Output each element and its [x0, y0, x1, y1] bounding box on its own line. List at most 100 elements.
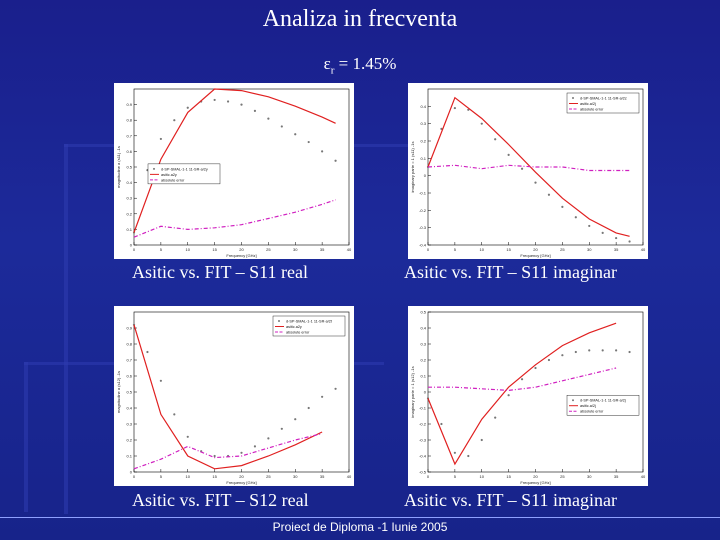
asitic-data-point — [494, 138, 497, 141]
legend-label: asitic.a/2j — [580, 404, 596, 408]
x-tick-label: 0 — [133, 247, 136, 252]
y-tick-label: 0.1 — [420, 156, 426, 161]
asitic-data-point — [253, 109, 257, 112]
caption-s12-real: Asitic vs. FIT – S12 real — [132, 490, 309, 510]
asitic-data-point — [615, 349, 618, 352]
asitic-data-point — [294, 418, 297, 421]
legend-marker-asitic — [572, 399, 574, 402]
epsilon-symbol: ε — [323, 54, 331, 73]
asitic-data-point — [507, 394, 510, 397]
y-tick-label: 0.3 — [420, 121, 426, 126]
fit-series-line — [133, 324, 323, 470]
y-tick-label: -0.1 — [419, 191, 427, 196]
y-tick-label: -0.2 — [419, 208, 427, 213]
x-tick-label: 10 — [186, 247, 191, 252]
x-tick-label: 20 — [533, 247, 538, 252]
x-tick-label: 30 — [293, 247, 298, 252]
decor-bar-3 — [24, 362, 28, 512]
y-tick-label: -0.3 — [419, 225, 427, 230]
x-tick-label: 15 — [212, 474, 217, 479]
plot-s12-real: 0 5 10 15 20 25 30 35 40 0 0.1 0.2 0.3 0.4 0.5 0.6 0.7 0.… — [114, 306, 354, 486]
asitic-data-point — [588, 349, 591, 352]
asitic-data-point — [574, 216, 577, 219]
caption-s11-imag: Asitic vs. FIT – S11 imaginar — [404, 262, 617, 282]
asitic-data-point — [520, 167, 524, 170]
asitic-data-point — [507, 153, 510, 156]
y-tick-label: 0 — [424, 390, 427, 395]
fit-series-line — [133, 88, 336, 233]
plot-s11-imag-2: 0 5 10 15 20 25 30 35 40 -0.5 -0.4 -0.3 -0.2 -0.1 0 0.1… — [408, 306, 648, 486]
x-tick-label: 20 — [533, 474, 538, 479]
asitic-data-point — [186, 435, 189, 438]
x-tick-label: 0 — [133, 474, 136, 479]
asitic-data-point — [321, 150, 324, 153]
x-tick-label: 0 — [427, 474, 430, 479]
y-axis-label: magnitudine a (s12) -1s — [116, 371, 121, 413]
asitic-data-point — [615, 236, 618, 240]
x-tick-label: 35 — [614, 247, 619, 252]
y-tick-label: 0.3 — [126, 196, 132, 201]
asitic-data-point — [186, 106, 189, 109]
asitic-data-point — [240, 451, 243, 454]
x-tick-label: 15 — [506, 474, 511, 479]
error-series-line — [133, 199, 336, 238]
x-tick-label: 25 — [266, 474, 271, 479]
x-axis-label: Frequency [GHz] — [226, 253, 256, 258]
y-tick-label: 0.3 — [126, 422, 132, 427]
x-tick-label: 15 — [506, 247, 511, 252]
x-tick-label: 30 — [587, 247, 592, 252]
asitic-data-point — [601, 231, 604, 234]
asitic-data-point — [561, 205, 564, 208]
asitic-data-point — [334, 159, 337, 162]
x-tick-label: 5 — [160, 474, 163, 479]
epsilon-subscript: r — [330, 64, 335, 77]
x-tick-label: 5 — [454, 474, 457, 479]
y-tick-label: -0.2 — [419, 422, 427, 427]
plot-frame — [427, 311, 644, 473]
legend-label: absolute error — [580, 410, 604, 414]
y-tick-label: 0.7 — [126, 133, 132, 138]
x-tick-label: 5 — [454, 247, 457, 252]
x-tick-label: 40 — [347, 247, 352, 252]
asitic-data-point — [146, 350, 149, 354]
x-tick-label: 25 — [266, 247, 271, 252]
x-tick-label: 10 — [480, 474, 485, 479]
x-tick-label: 20 — [239, 474, 244, 479]
asitic-data-point — [440, 422, 443, 426]
y-tick-label: 0 — [424, 173, 427, 178]
legend-box — [272, 315, 346, 337]
legend-marker-asitic — [278, 320, 280, 322]
asitic-data-point — [494, 416, 497, 419]
plot-s11-real: 0 5 10 15 20 25 30 35 40 0 0.1 0.2 0.3 0.4 0.5 0.6 0.7 0.… — [114, 83, 354, 259]
asitic-data-point — [628, 240, 631, 243]
caption-s11-imag-2: Asitic vs. FIT – S11 imaginar — [404, 490, 617, 510]
asitic-data-point — [159, 137, 162, 141]
subtitle-value: = 1.45% — [334, 54, 397, 73]
x-tick-label: 0 — [427, 247, 430, 252]
y-axis-label: imaginary parte = 1 (s12) -1s — [410, 366, 415, 417]
x-tick-label: 10 — [186, 474, 191, 479]
asitic-data-point — [321, 395, 324, 398]
chart-s11-imag-2: 0 5 10 15 20 25 30 35 40 -0.5 -0.4 -0.3 -0.2 -0.1 0 0.1… — [410, 310, 646, 486]
asitic-data-point — [601, 349, 604, 352]
asitic-data-point — [520, 378, 524, 381]
y-tick-label: 0 — [130, 243, 133, 248]
asitic-data-point — [561, 354, 564, 357]
x-axis-label: Frequency [GHz] — [226, 480, 256, 485]
asitic-data-point — [574, 350, 577, 354]
y-tick-label: -0.5 — [419, 470, 427, 475]
slide-subtitle: εr = 1.45% — [0, 54, 720, 76]
y-tick-label: 0.4 — [420, 326, 426, 331]
legend-box — [566, 92, 640, 114]
fit-series-line — [427, 96, 630, 237]
plot-s11-imag: 0 5 10 15 20 25 30 35 40 -0.4 -0.3 -0.2 -0.1 0 0.1 0.2 0… — [408, 83, 648, 259]
slide-title: Analiza in frecventa — [262, 6, 458, 32]
x-tick-label: 35 — [614, 474, 619, 479]
y-tick-label: 0.2 — [420, 358, 426, 363]
y-tick-label: 0.5 — [126, 390, 132, 395]
error-series-line — [133, 433, 323, 470]
footer-divider — [0, 517, 720, 518]
asitic-data-point — [534, 366, 537, 370]
legend-label: d-SP-SMAL-1-1 11-SR-a/2j — [580, 399, 626, 403]
x-axis-label: Frequency [GHz] — [520, 480, 550, 485]
